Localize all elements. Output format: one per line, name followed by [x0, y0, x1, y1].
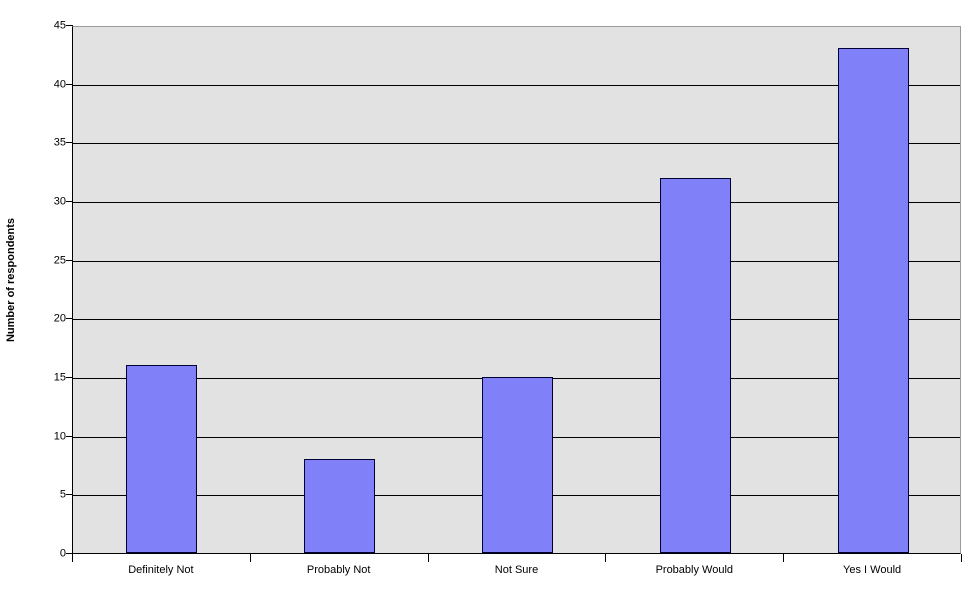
y-tick-label: 20 [53, 312, 66, 325]
y-tick-label: 45 [53, 19, 66, 32]
y-tick-label: 35 [53, 136, 66, 149]
bar [482, 377, 553, 553]
x-tick-mark [72, 554, 73, 562]
y-tick-mark [66, 553, 73, 554]
bar [837, 48, 909, 553]
y-tick-label: 5 [59, 488, 66, 501]
x-tick-mark [249, 554, 251, 562]
gridline [73, 319, 960, 321]
bar [304, 459, 376, 553]
x-tick-mark [427, 554, 429, 562]
y-tick-mark [66, 435, 73, 437]
bar [659, 177, 731, 553]
gridline [73, 84, 960, 86]
y-tick-label: 30 [53, 195, 66, 208]
bar [126, 365, 198, 553]
y-tick-mark [66, 25, 73, 26]
x-tick-label: Yes I Would [843, 564, 902, 576]
y-tick-mark [66, 377, 73, 378]
plot-area [72, 26, 961, 554]
x-tick-label: Probably Would [655, 564, 734, 576]
y-tick-mark [66, 201, 73, 202]
y-tick-label: 40 [53, 78, 66, 91]
x-tick-mark [961, 554, 962, 562]
y-tick-mark [66, 142, 73, 144]
y-tick-label: 15 [53, 371, 66, 384]
x-tick-mark [605, 554, 607, 562]
y-tick-mark [66, 259, 73, 261]
y-tick-label: 25 [53, 254, 66, 267]
x-tick-label: Probably Not [306, 564, 371, 576]
y-axis-ticks: 0 5 10 15 20 25 30 35 40 45 [0, 0, 73, 600]
y-tick-mark [66, 83, 73, 85]
y-tick-mark [66, 318, 73, 320]
y-tick-mark [66, 494, 73, 496]
x-tick-label: Not Sure [494, 564, 539, 576]
x-tick-label: Definitely Not [128, 564, 194, 576]
gridline [73, 143, 960, 145]
y-tick-label: 0 [59, 547, 66, 560]
gridline [73, 202, 960, 203]
y-tick-label: 10 [53, 430, 66, 443]
gridline [73, 260, 960, 262]
x-tick-mark [783, 554, 785, 562]
